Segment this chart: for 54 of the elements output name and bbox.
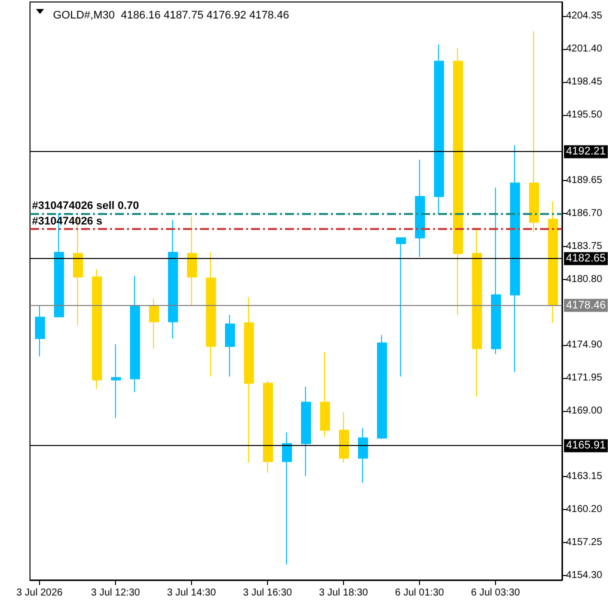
- y-tick-label: 4186.70: [566, 208, 603, 219]
- y-tick-label: 4195.50: [566, 109, 603, 120]
- y-tick-label: 4174.90: [566, 340, 603, 351]
- candlestick: [510, 144, 520, 373]
- y-tick-label: 4201.40: [566, 43, 603, 54]
- y-tick-label: 4171.95: [566, 372, 603, 384]
- ref-line-label: #310474026 sell 0.70: [32, 200, 140, 212]
- candlestick: [92, 268, 102, 390]
- x-tick-label: 3 Jul 14:30: [167, 588, 216, 598]
- y-tick-label: 4163.15: [566, 471, 603, 482]
- candlestick: [244, 296, 254, 464]
- candlestick: [130, 275, 140, 393]
- x-tick-label: 3 Jul 16:30: [243, 588, 292, 598]
- y-tick-label: 4189.65: [566, 174, 603, 186]
- candlestick: [301, 386, 311, 477]
- x-tick-label: 3 Jul 18:30: [319, 588, 368, 598]
- candlestick: [187, 216, 197, 306]
- y-tick-label: 4180.80: [566, 274, 603, 285]
- ref-line-label: 4182.65: [566, 252, 606, 265]
- candlestick: [472, 227, 482, 398]
- y-tick-label: 4160.20: [566, 504, 603, 516]
- candlestick: [206, 252, 216, 378]
- candlestick: [149, 298, 159, 350]
- ref-line-label: 4165.91: [566, 440, 606, 452]
- candlestick: [168, 220, 178, 340]
- candlestick: [282, 432, 292, 565]
- y-tick-label: 4154.30: [566, 570, 603, 582]
- text: GOLD#,M30 4186.16 4187.75 4176.92 4178.46: [53, 10, 290, 22]
- candlestick: [415, 159, 425, 258]
- x-tick-label: 6 Jul 03:30: [471, 588, 520, 598]
- y-tick-label: 4157.25: [566, 537, 603, 548]
- ref-line-label: 4192.21: [566, 146, 606, 158]
- x-tick-label: 3 Jul 12:30: [91, 588, 140, 598]
- candlestick: [263, 380, 273, 474]
- candlestick: [111, 344, 121, 418]
- candlestick: [35, 304, 45, 357]
- candlestick: [396, 237, 406, 378]
- candlestick: [339, 412, 349, 464]
- y-tick-label: 4169.00: [566, 406, 603, 417]
- candlestick: [453, 47, 463, 316]
- x-tick-label: 6 Jul 01:30: [395, 588, 444, 598]
- candlestick: [377, 334, 387, 440]
- x-tick-label: 3 Jul 2026: [16, 588, 64, 598]
- candlestick: [548, 201, 558, 324]
- ref-line-label: 4178.46: [566, 299, 606, 312]
- y-tick-label: 4204.35: [566, 10, 603, 22]
- candlestick: [358, 427, 368, 484]
- candlestick: [225, 314, 235, 378]
- candlestick: [320, 351, 330, 438]
- candlestick: [529, 30, 539, 233]
- y-tick-label: 4183.75: [566, 240, 603, 252]
- y-tick-label: 4198.45: [566, 76, 603, 88]
- candlestick: [491, 187, 501, 355]
- candlestick: [434, 44, 444, 215]
